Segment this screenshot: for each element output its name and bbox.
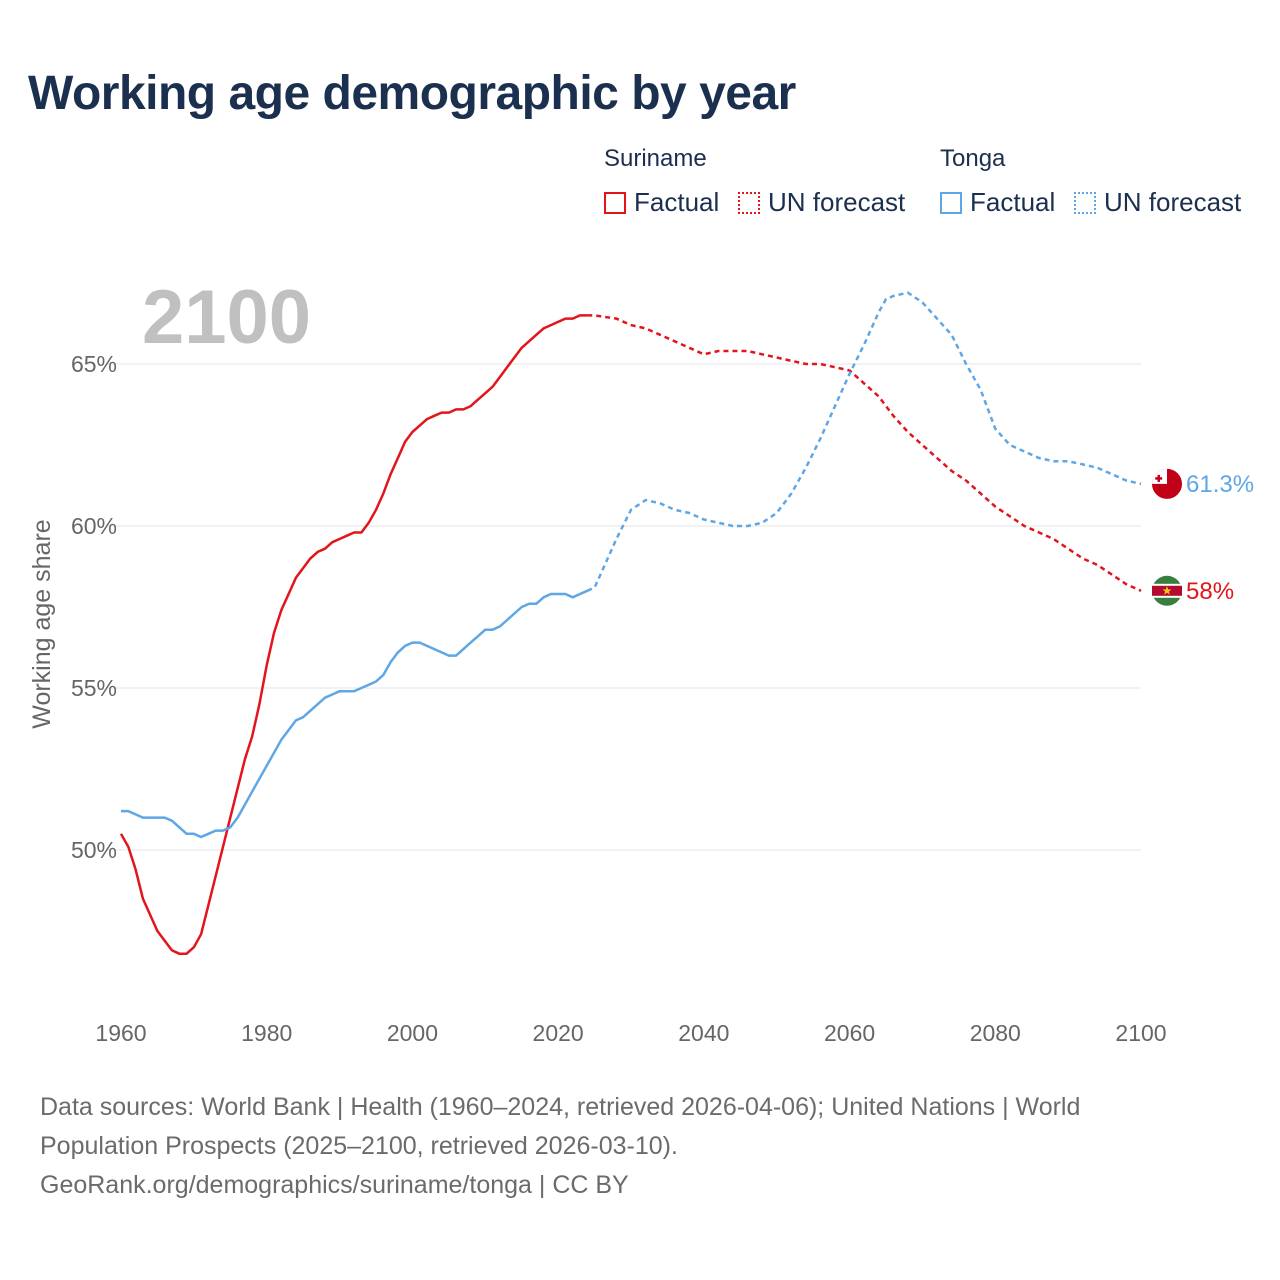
dotted-swatch-icon xyxy=(738,191,760,214)
legend-title-suriname: Suriname xyxy=(604,145,707,172)
dotted-swatch-icon xyxy=(1074,191,1096,214)
x-tick-label: 1980 xyxy=(241,1020,292,1046)
y-tick-label: 60% xyxy=(71,513,117,539)
x-tick-label: 2080 xyxy=(970,1020,1021,1046)
legend-tonga-forecast[interactable]: UN forecast xyxy=(1074,187,1241,218)
series-lines xyxy=(119,291,1142,955)
legend-label: UN forecast xyxy=(1104,187,1242,217)
y-tick-label: 50% xyxy=(71,837,117,863)
x-tick-label: 2100 xyxy=(1115,1020,1166,1046)
suriname-flag-icon xyxy=(1152,575,1182,606)
x-tick-label: 2060 xyxy=(824,1020,875,1046)
legend-label: Factual xyxy=(970,187,1056,217)
legend-label: UN forecast xyxy=(768,187,906,217)
x-tick-label: 2040 xyxy=(678,1020,729,1046)
x-tick-label: 2020 xyxy=(533,1020,584,1046)
tonga-end-label: 61.3% xyxy=(1186,471,1254,498)
sources-line-3[interactable]: GeoRank.org/demographics/suriname/tonga … xyxy=(40,1171,629,1199)
y-tick-label: 55% xyxy=(71,675,117,701)
tonga-flag-icon xyxy=(1152,468,1182,499)
y-tick-label: 65% xyxy=(71,351,117,377)
y-axis-ticks: 50% 55% 60% 65% xyxy=(71,351,117,863)
suriname-end-label: 58% xyxy=(1186,578,1234,605)
legend-label: Factual xyxy=(634,187,720,217)
suriname-factual-line[interactable] xyxy=(119,314,588,955)
tonga-factual-line[interactable] xyxy=(121,589,588,839)
legend-title-tonga: Tonga xyxy=(940,145,1006,172)
legend-tonga-factual[interactable]: Factual xyxy=(940,187,1055,218)
suriname-forecast-line[interactable] xyxy=(587,314,1142,592)
line-chart: 2100 50% 55% 60% 65% 1960 1980 2000 2020 2040 20… xyxy=(28,275,1254,1046)
year-watermark: 2100 xyxy=(142,275,311,360)
end-markers: 58% 61.3% xyxy=(1152,468,1254,606)
data-sources: Data sources: World Bank | Health (1960–… xyxy=(40,1088,1190,1205)
x-tick-label: 2000 xyxy=(387,1020,438,1046)
gridlines xyxy=(108,363,1141,851)
legend-suriname-factual[interactable]: Factual xyxy=(604,187,719,218)
tonga-forecast-line[interactable] xyxy=(586,291,1142,592)
legend-suriname-forecast[interactable]: UN forecast xyxy=(738,187,905,218)
x-tick-label: 1960 xyxy=(95,1020,146,1046)
solid-swatch-icon xyxy=(940,191,962,214)
solid-swatch-icon xyxy=(604,191,626,214)
sources-line-1: Data sources: World Bank | Health (1960–… xyxy=(40,1093,1081,1121)
sources-line-2: Population Prospects (2025–2100, retriev… xyxy=(40,1132,678,1160)
x-axis-ticks: 1960 1980 2000 2020 2040 2060 2080 2100 xyxy=(95,1020,1166,1046)
page-title: Working age demographic by year xyxy=(28,67,796,120)
y-axis-label: Working age share xyxy=(28,519,56,728)
